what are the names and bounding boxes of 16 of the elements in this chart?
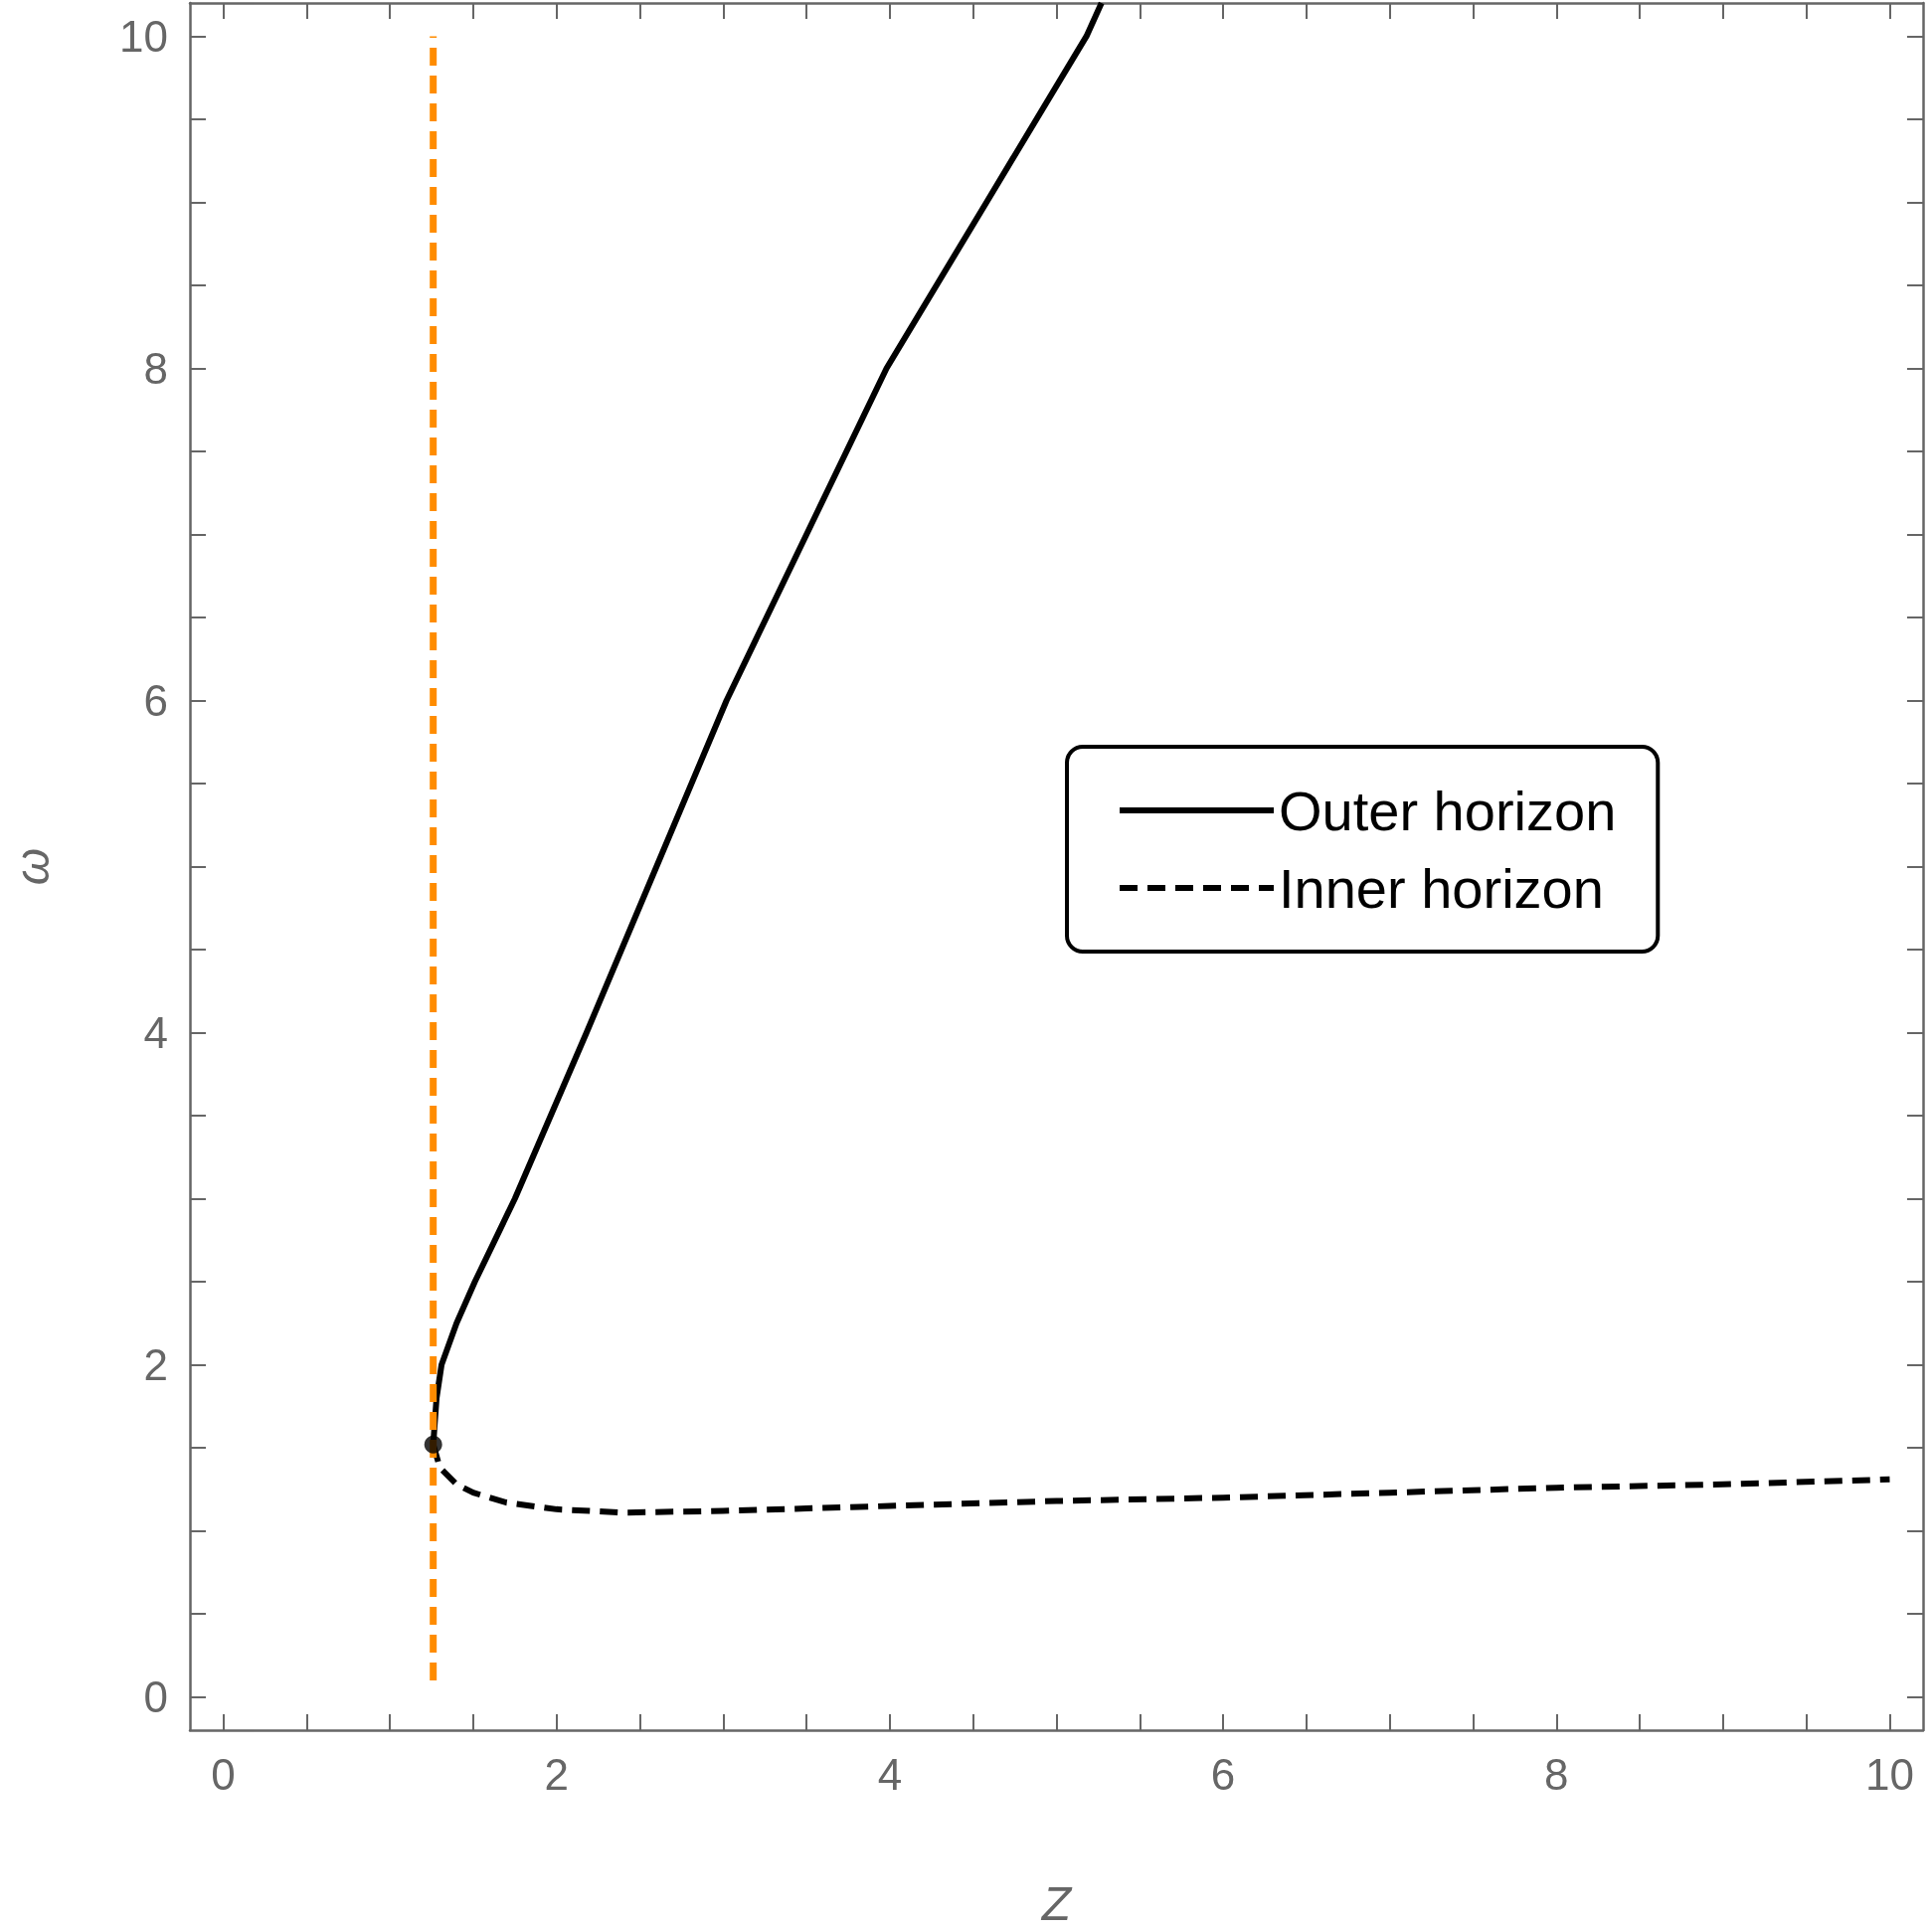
x-tick-label: 10: [1865, 1749, 1914, 1799]
x-tick-label: 8: [1544, 1749, 1569, 1799]
y-tick-label: 10: [119, 11, 168, 61]
y-tick-label: 0: [143, 1672, 168, 1722]
x-tick-label: 0: [211, 1749, 236, 1799]
x-tick-label: 2: [544, 1749, 569, 1799]
y-tick-label: 4: [143, 1008, 168, 1058]
legend-label: Outer horizon: [1279, 779, 1617, 842]
y-tick-label: 8: [143, 343, 168, 393]
x-tick-label: 4: [877, 1749, 903, 1799]
y-axis-title: ω: [5, 847, 59, 886]
y-tick-label: 6: [143, 675, 168, 725]
x-tick-label: 6: [1210, 1749, 1236, 1799]
y-tick-label: 2: [143, 1340, 168, 1390]
legend-label: Inner horizon: [1279, 856, 1604, 920]
x-axis-title: Z: [1040, 1876, 1073, 1930]
